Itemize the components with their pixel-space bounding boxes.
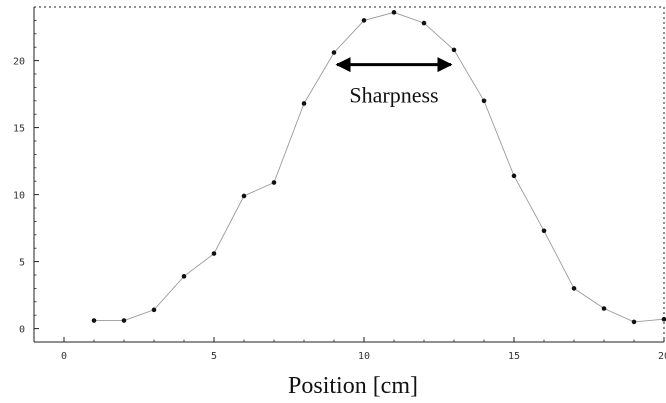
- y-tick-label: 20: [13, 57, 25, 68]
- data-point: [211, 251, 217, 256]
- data-point: [421, 20, 427, 26]
- data-point: [601, 306, 607, 311]
- y-tick-label: 10: [13, 191, 25, 202]
- data-point: [541, 228, 547, 234]
- data-point: [511, 173, 517, 179]
- data-point: [121, 318, 127, 323]
- x-tick-label: 0: [61, 351, 67, 362]
- x-tick-label: 5: [211, 351, 217, 362]
- x-tick-label: 15: [508, 351, 520, 362]
- data-point: [241, 193, 247, 199]
- series-line: [94, 11, 665, 323]
- data-point: [331, 50, 337, 55]
- x-tick-label: 20: [658, 351, 666, 362]
- data-point: [151, 307, 157, 313]
- x-tick-label: 10: [358, 351, 370, 362]
- x-axis-label: Position [cm]: [288, 373, 418, 399]
- data-point: [391, 10, 397, 15]
- y-tick-label: 15: [13, 124, 25, 135]
- sharpness-annotation: Sharpness: [349, 83, 438, 108]
- data-point: [661, 316, 666, 322]
- data-point: [361, 18, 367, 23]
- data-point: [181, 274, 187, 279]
- data-point: [91, 318, 97, 323]
- y-tick-label: 5: [19, 258, 25, 269]
- y-tick-label: 0: [19, 325, 25, 336]
- data-point: [481, 98, 487, 104]
- data-point: [571, 286, 577, 291]
- data-point: [631, 319, 637, 325]
- data-point: [451, 47, 457, 53]
- data-point: [301, 101, 307, 106]
- data-point: [271, 180, 277, 185]
